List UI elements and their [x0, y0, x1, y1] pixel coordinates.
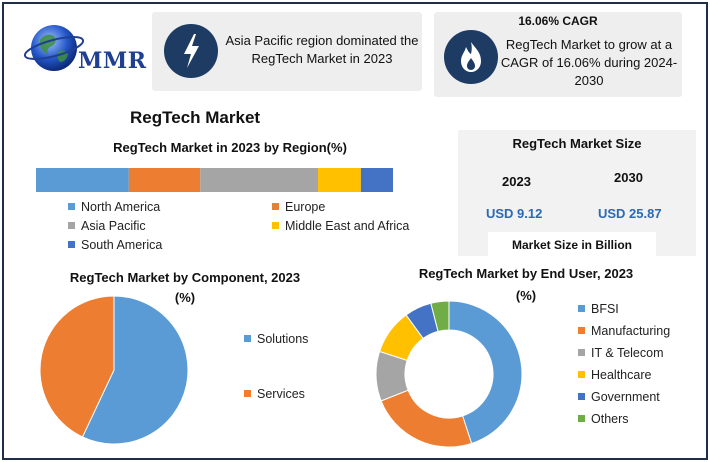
legend-label: IT & Telecom: [591, 346, 664, 360]
legend-item-south-america: South America: [68, 238, 162, 252]
highlight-card-cagr: 16.06% CAGR RegTech Market to grow at a …: [434, 12, 682, 97]
legend-swatch: [578, 393, 585, 401]
legend-item-manufacturing: Manufacturing: [578, 324, 670, 338]
legend-item-asia-pacific: Asia Pacific: [68, 219, 146, 233]
cagr-title: 16.06% CAGR: [518, 14, 598, 28]
logo-text: MMR: [78, 48, 147, 74]
highlight-text-region: Asia Pacific region dominated the RegTec…: [225, 33, 419, 66]
legend-label: Europe: [285, 200, 326, 214]
legend-item-europe: Europe: [272, 200, 325, 214]
highlight-text-cagr: RegTech Market to grow at a CAGR of 16.0…: [500, 37, 678, 88]
legend-swatch: [578, 415, 585, 423]
component-chart-title: RegTech Market by Component, 2023: [69, 270, 301, 285]
legend-label: Services: [257, 387, 305, 401]
value-2030: USD 25.87: [598, 206, 662, 221]
legend-label: Solutions: [257, 332, 309, 346]
legend-item-solutions: Solutions: [244, 332, 308, 346]
legend-label: Manufacturing: [591, 324, 671, 338]
legend-swatch: [68, 222, 75, 230]
component-chart-subtitle: (%): [174, 290, 196, 305]
brand-logo: MMR: [18, 14, 146, 84]
highlight-card-region: Asia Pacific region dominated the RegTec…: [152, 12, 422, 91]
legend-swatch: [68, 203, 75, 211]
legend-swatch: [578, 327, 585, 335]
legend-label: BFSI: [591, 302, 619, 316]
value-2023: USD 9.12: [486, 206, 543, 221]
legend-swatch: [578, 349, 585, 357]
legend-item-middle-east-and-africa: Middle East and Africa: [272, 219, 409, 233]
unit-label-box: Market Size in Billion: [488, 232, 656, 258]
legend-label: Asia Pacific: [81, 219, 146, 233]
legend-label: Middle East and Africa: [285, 219, 410, 233]
legend-swatch: [578, 371, 585, 379]
flame-icon: [444, 30, 498, 84]
legend-swatch: [244, 390, 251, 398]
enduser-chart-title: RegTech Market by End User, 2023: [418, 266, 634, 281]
legend-label: Healthcare: [591, 368, 652, 382]
legend-item-bfsi: BFSI: [578, 302, 619, 316]
legend-item-government: Government: [578, 390, 660, 404]
legend-item-others: Others: [578, 412, 629, 426]
legend-label: North America: [81, 200, 161, 214]
legend-swatch: [244, 335, 251, 343]
legend-label: Others: [591, 412, 629, 426]
globe-icon: [23, 25, 85, 71]
legend-item-services: Services: [244, 387, 305, 401]
legend-swatch: [272, 203, 279, 211]
legend-label: Government: [591, 390, 660, 404]
market-size-title: RegTech Market Size: [512, 136, 642, 151]
legend-item-north-america: North America: [68, 200, 160, 214]
legend-label: South America: [81, 238, 163, 252]
unit-label: Market Size in Billion: [511, 238, 633, 252]
year-2023-label: 2023: [502, 174, 531, 189]
region-chart-title: RegTech Market in 2023 by Region(%): [113, 140, 347, 155]
legend-swatch: [68, 241, 75, 249]
legend-swatch: [272, 222, 279, 230]
year-2030-label: 2030: [614, 170, 643, 185]
legend-item-healthcare: Healthcare: [578, 368, 651, 382]
legend-swatch: [578, 305, 585, 313]
lightning-bolt-icon: [164, 24, 218, 78]
enduser-chart-subtitle: (%): [515, 288, 537, 303]
page-title: RegTech Market: [130, 108, 261, 127]
legend-item-it-and-telecom: IT & Telecom: [578, 346, 664, 360]
